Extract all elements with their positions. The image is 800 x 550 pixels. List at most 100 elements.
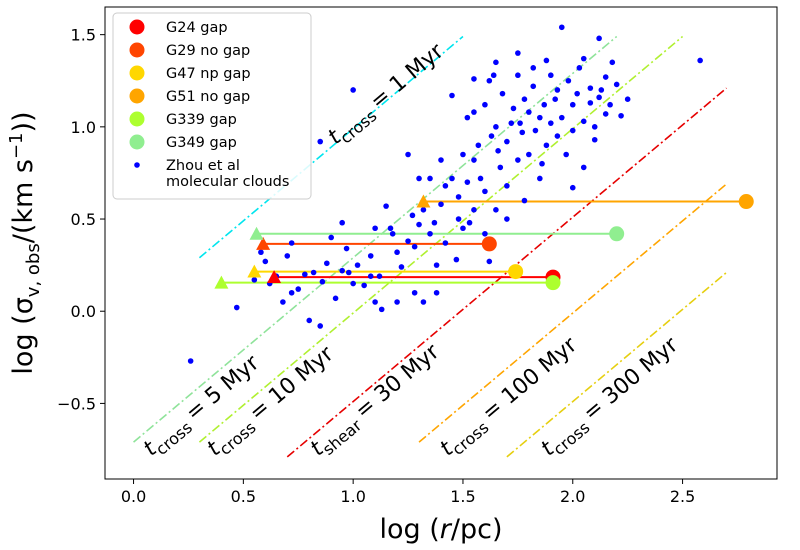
scatter-point [343,245,350,252]
scatter-point [530,65,537,71]
legend-label-scatter: molecular clouds [166,174,289,190]
cloud-extent-bars [221,200,747,284]
scatter-point [554,87,561,93]
reference-line-t_cross_1 [198,35,464,259]
scatter-point [453,256,460,263]
scatter-point [482,101,488,108]
scatter-point [493,124,499,130]
scatter-point [515,72,521,79]
legend-label: G51 no gap [166,89,250,105]
scatter-point [464,179,471,185]
scatter-point [563,151,569,158]
reference-line-t_cross_10 [198,35,684,443]
line-label-sub: cross [448,418,492,459]
scatter-point [488,133,495,139]
scatter-point [596,35,602,42]
scatter-point [460,151,466,158]
scatter-point [449,92,455,99]
scatter-point [565,77,572,84]
scatter-point [598,87,605,93]
scatter-point [521,197,528,204]
scatter-point [394,299,400,305]
scatter-point [455,194,462,200]
scatter-point [339,219,345,226]
scatter-point [591,136,598,143]
triangle-marker [256,236,271,250]
scatter-point [372,299,378,305]
scatter-point [405,151,411,158]
y-tick-label: 1.0 [71,118,96,137]
scatter-point [495,148,501,154]
scatter-point [324,260,330,267]
scatter-point [607,101,613,108]
scatter-point [558,114,565,121]
plot-frame [104,6,778,480]
scatter-point [482,230,488,237]
y-tick-label: −0.5 [57,394,96,413]
scatter-point [405,238,411,244]
scatter-point [354,262,361,268]
legend-label: G339 gap [166,112,237,128]
scatter-point [350,280,356,287]
x-tick-label: 2.0 [560,487,585,506]
scatter-point [431,219,438,226]
line-label-sub: shear [319,415,366,459]
scatter-point [532,127,539,134]
scatter-point [466,219,473,226]
scatter-point [580,164,587,171]
scatter-point [389,230,396,237]
scatter-point [580,118,587,125]
circle-marker [508,264,524,280]
scatter-point [284,253,291,259]
legend-label: G47 np gap [166,66,251,82]
y-axis-label: log (σv, obs/(km s−1)) [6,111,44,374]
triangle-marker [247,264,262,278]
scatter-point [539,160,545,167]
legend-label-scatter: Zhou et al [166,158,240,174]
y-tick-label: 0.5 [71,210,96,229]
reference-line-t_cross_100 [418,183,728,443]
scatter-point [345,269,352,276]
scatter-point [350,87,356,93]
legend-marker-scatter [134,162,140,168]
scatter-point [548,72,554,79]
circle-marker [738,194,754,210]
scatter-point [497,164,504,171]
legend-label: G24 gap [166,20,228,36]
scatter-point [387,225,394,232]
line-label-sub: cross [549,418,593,459]
legend-marker [129,65,145,81]
reference-line-label: tcross= 1 Myr [323,38,452,153]
legend-box [112,12,312,200]
scatter-point [233,304,240,311]
scatter-point [482,188,488,195]
triangle-marker [267,270,282,284]
reference-lines [133,35,728,458]
scatter-point [508,120,515,126]
scatter-point [376,273,383,279]
scatter-point [558,24,565,31]
scatter-point [427,175,433,182]
scatter-point [442,240,449,246]
legend-marker [129,111,145,127]
legend-marker [129,134,145,150]
cloud-markers [214,194,754,291]
scatter-point [543,142,550,149]
scatter-point [288,240,295,246]
legend-marker [129,88,145,104]
x-tick-label: 0.0 [121,487,146,506]
y-axis-ticks: −0.5 0.0 0.5 1.0 1.5 [57,26,105,413]
scatter-point [515,50,521,56]
scatter-point [475,142,482,149]
scatter-point [427,230,433,237]
scatter-point [442,183,449,189]
scatter-point [187,358,194,364]
legend-label: G29 no gap [166,43,250,59]
scatter-point [515,157,521,163]
scatter-point [543,57,550,64]
scatter-point [258,249,264,256]
reference-line-t_cross_5 [133,35,618,443]
scatter-point [433,289,440,296]
scatter-point [624,96,631,102]
